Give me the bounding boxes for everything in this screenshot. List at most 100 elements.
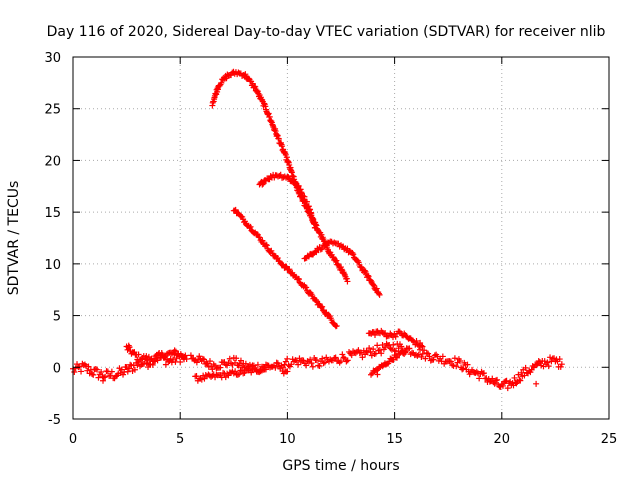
data-point <box>319 303 326 310</box>
data-point <box>517 377 524 384</box>
data-point <box>451 355 458 362</box>
data-point <box>252 366 259 373</box>
data-point <box>364 272 371 279</box>
x-axis-ticks: 0 5 10 15 20 25 <box>69 57 617 447</box>
data-point <box>491 380 498 387</box>
data-point <box>242 71 249 78</box>
data-point <box>363 348 370 355</box>
data-point <box>141 360 148 367</box>
y-tick-label: 15 <box>44 206 61 221</box>
data-point <box>303 284 310 291</box>
data-point <box>421 347 428 354</box>
plot-frame <box>72 56 610 420</box>
data-point <box>558 361 565 368</box>
data-point <box>232 368 239 375</box>
data-point <box>248 369 255 376</box>
y-axis-label: SDTVAR / TECUs <box>6 181 22 296</box>
y-tick-label: 0 <box>53 361 61 376</box>
data-point <box>309 363 316 370</box>
data-point <box>361 267 368 274</box>
data-point <box>280 364 287 371</box>
data-point <box>489 375 496 382</box>
data-point <box>371 331 378 338</box>
series-baseline-3 <box>187 352 291 377</box>
data-point <box>418 342 425 349</box>
data-point <box>388 346 395 353</box>
data-point <box>262 103 269 110</box>
data-point <box>430 356 437 363</box>
data-point <box>247 223 254 230</box>
data-point <box>295 182 302 189</box>
data-point <box>343 275 350 282</box>
data-point <box>476 375 483 382</box>
data-point <box>296 276 303 283</box>
data-point <box>341 270 348 277</box>
data-points <box>70 68 565 392</box>
data-point <box>237 357 244 364</box>
data-point <box>254 361 261 368</box>
data-point <box>439 353 446 360</box>
data-point <box>370 281 377 288</box>
data-point <box>376 291 383 298</box>
data-point <box>72 365 79 372</box>
x-axis-label: GPS time / hours <box>282 458 399 474</box>
data-point <box>370 346 377 353</box>
data-point <box>181 353 188 360</box>
data-point <box>339 351 346 358</box>
data-point <box>71 369 78 376</box>
data-point <box>258 367 265 374</box>
data-point <box>217 364 224 371</box>
data-point <box>125 365 132 372</box>
data-point <box>375 290 382 297</box>
data-point <box>456 358 463 365</box>
data-point <box>300 192 307 199</box>
data-point <box>504 385 511 392</box>
data-point <box>298 189 305 196</box>
data-point <box>171 347 178 354</box>
data-point <box>85 363 92 370</box>
data-point <box>285 362 292 369</box>
data-point <box>284 355 291 362</box>
data-point <box>346 348 353 355</box>
data-point <box>323 242 330 249</box>
data-point <box>419 350 426 357</box>
data-point <box>402 348 409 355</box>
data-point <box>427 357 434 364</box>
data-point <box>301 193 308 200</box>
data-point <box>262 241 269 248</box>
data-point <box>284 368 291 375</box>
data-point <box>98 369 105 376</box>
data-point <box>367 277 374 284</box>
data-point <box>177 358 184 365</box>
data-point <box>198 376 205 383</box>
data-point <box>423 349 430 356</box>
data-point <box>419 343 426 350</box>
data-point <box>131 366 138 373</box>
series-arc-peak-12 <box>301 238 383 298</box>
data-point <box>359 354 366 361</box>
data-point <box>406 345 413 352</box>
data-point <box>259 237 266 244</box>
data-point <box>300 357 307 364</box>
data-point <box>319 355 326 362</box>
data-point <box>206 358 213 365</box>
data-point <box>350 251 357 258</box>
data-point <box>254 231 261 238</box>
data-point <box>312 297 319 304</box>
x-tick-label: 0 <box>69 432 77 447</box>
data-point <box>453 363 460 370</box>
data-point <box>318 245 325 252</box>
data-point <box>344 245 351 252</box>
data-point <box>417 339 424 346</box>
data-point <box>547 354 554 361</box>
data-point <box>313 357 320 364</box>
x-tick-label: 25 <box>601 432 618 447</box>
data-point <box>94 366 101 373</box>
series-dip-14 <box>368 348 409 378</box>
data-point <box>413 337 420 344</box>
data-point <box>260 180 267 187</box>
data-point <box>414 352 421 359</box>
data-point <box>492 377 499 384</box>
data-point <box>135 351 142 358</box>
y-tick-label: 30 <box>44 51 61 66</box>
